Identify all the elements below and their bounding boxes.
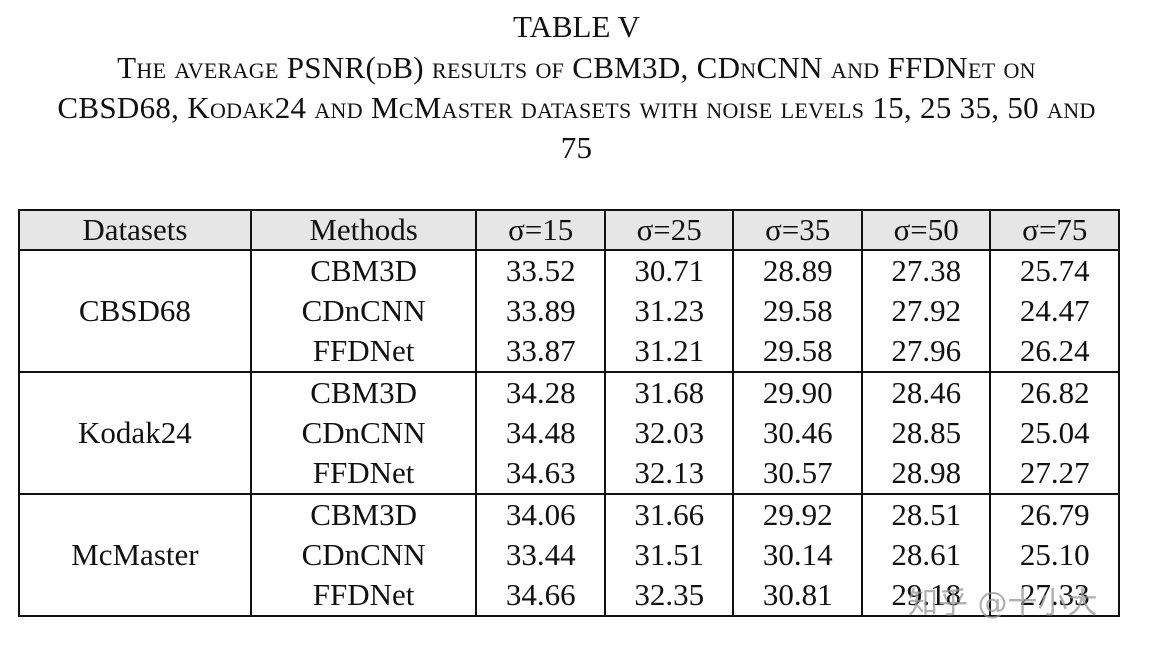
table-row: Kodak24 CBM3D 34.28 31.68 29.90 28.46 26.82 (18, 372, 1120, 495)
psnr-cell: 27.38 (860, 250, 992, 291)
psnr-cell: 34.48 (475, 413, 606, 453)
psnr-cell: 31.21 (603, 331, 735, 373)
psnr-cell: 25.10 (989, 535, 1120, 575)
psnr-cell: 33.44 (475, 535, 606, 575)
psnr-cell: 27.27 (989, 453, 1120, 495)
dataset-cell: CBSD68 (18, 250, 252, 373)
dataset-cell: Kodak24 (18, 372, 252, 495)
psnr-cell: 33.89 (475, 291, 606, 331)
table-caption: The average PSNR(dB) results of CBM3D, C… (57, 50, 1096, 165)
psnr-cell: 27.96 (860, 331, 992, 373)
watermark: 知乎 @十小大 (908, 586, 1098, 621)
table-row: FFDNet 34.63 32.13 30.57 28.98 27.27 (19, 453, 1120, 495)
psnr-cell: 27.92 (860, 291, 992, 331)
column-header: Datasets (18, 209, 252, 251)
psnr-cell: 34.06 (475, 494, 606, 535)
psnr-cell: 34.63 (475, 453, 606, 495)
header-row: Datasets Methods σ=15 σ=25 σ=35 σ=50 σ=75 (18, 209, 1120, 251)
table-row: FFDNet 34.66 32.35 30.81 29.18 27.33 (19, 575, 1120, 617)
psnr-cell: 32.35 (603, 575, 735, 617)
column-header: σ=25 (603, 209, 735, 251)
table-row: CDnCNN 33.89 31.23 29.58 27.92 24.47 (19, 291, 1120, 331)
psnr-cell: 29.18 (860, 575, 992, 617)
psnr-cell: 26.24 (989, 331, 1120, 373)
table-row: CDnCNN 34.48 32.03 30.46 28.85 25.04 (19, 413, 1120, 453)
method-cell: CDnCNN (249, 535, 478, 575)
psnr-cell: 32.03 (603, 413, 735, 453)
column-header: σ=15 (475, 209, 606, 251)
psnr-cell: 29.58 (732, 291, 863, 331)
method-cell: CDnCNN (249, 291, 478, 331)
psnr-cell: 34.66 (475, 575, 606, 617)
table-title: TABLE V (513, 9, 640, 44)
psnr-cell: 30.14 (732, 535, 863, 575)
psnr-cell: 33.87 (475, 331, 606, 373)
psnr-cell: 29.58 (732, 331, 863, 373)
table-row: CDnCNN 33.44 31.51 30.14 28.61 25.10 (19, 535, 1120, 575)
psnr-cell: 27.33 (989, 575, 1120, 617)
method-cell: FFDNet (249, 331, 478, 373)
psnr-cell: 25.04 (989, 413, 1120, 453)
table-row: McMaster CBM3D 34.06 31.66 29.92 28.51 26.79 (18, 494, 1120, 617)
column-header: σ=75 (989, 209, 1120, 251)
method-cell: CBM3D (249, 250, 478, 291)
psnr-cell: 31.23 (603, 291, 735, 331)
psnr-cell: 30.71 (603, 250, 735, 291)
psnr-cell: 28.89 (732, 250, 863, 291)
table-body: CBSD68 CBM3D 33.52 30.71 28.89 27.38 25.74 CDnC… (18, 250, 1120, 617)
method-cell: FFDNet (249, 453, 478, 495)
psnr-cell: 32.13 (603, 453, 735, 495)
results-table: Datasets Methods σ=15 σ=25 σ=35 σ=50 σ=75 CBSD… (18, 209, 1120, 617)
psnr-cell: 34.28 (475, 372, 606, 413)
dataset-cell: McMaster (18, 494, 252, 617)
psnr-cell: 26.82 (989, 372, 1120, 413)
table-row: FFDNet 33.87 31.21 29.58 27.96 26.24 (19, 331, 1120, 373)
psnr-cell: 30.57 (732, 453, 863, 495)
psnr-cell: 26.79 (989, 494, 1120, 535)
table-row: CBSD68 CBM3D 33.52 30.71 28.89 27.38 25.74 (18, 250, 1120, 373)
psnr-cell: 30.81 (732, 575, 863, 617)
psnr-cell: 29.92 (732, 494, 863, 535)
psnr-cell: 30.46 (732, 413, 863, 453)
column-header: σ=50 (860, 209, 992, 251)
psnr-cell: 28.61 (860, 535, 992, 575)
psnr-cell: 31.66 (603, 494, 735, 535)
method-cell: CBM3D (249, 494, 478, 535)
psnr-cell: 28.85 (860, 413, 992, 453)
psnr-cell: 25.74 (989, 250, 1120, 291)
psnr-cell: 31.68 (603, 372, 735, 413)
psnr-cell: 28.98 (860, 453, 992, 495)
column-header: σ=35 (732, 209, 863, 251)
method-cell: FFDNet (249, 575, 478, 617)
psnr-cell: 24.47 (989, 291, 1120, 331)
method-cell: CBM3D (249, 372, 478, 413)
psnr-cell: 33.52 (475, 250, 606, 291)
column-header: Methods (249, 209, 478, 251)
psnr-cell: 29.90 (732, 372, 863, 413)
method-cell: CDnCNN (249, 413, 478, 453)
psnr-cell: 28.51 (860, 494, 992, 535)
psnr-cell: 31.51 (603, 535, 735, 575)
psnr-cell: 28.46 (860, 372, 992, 413)
